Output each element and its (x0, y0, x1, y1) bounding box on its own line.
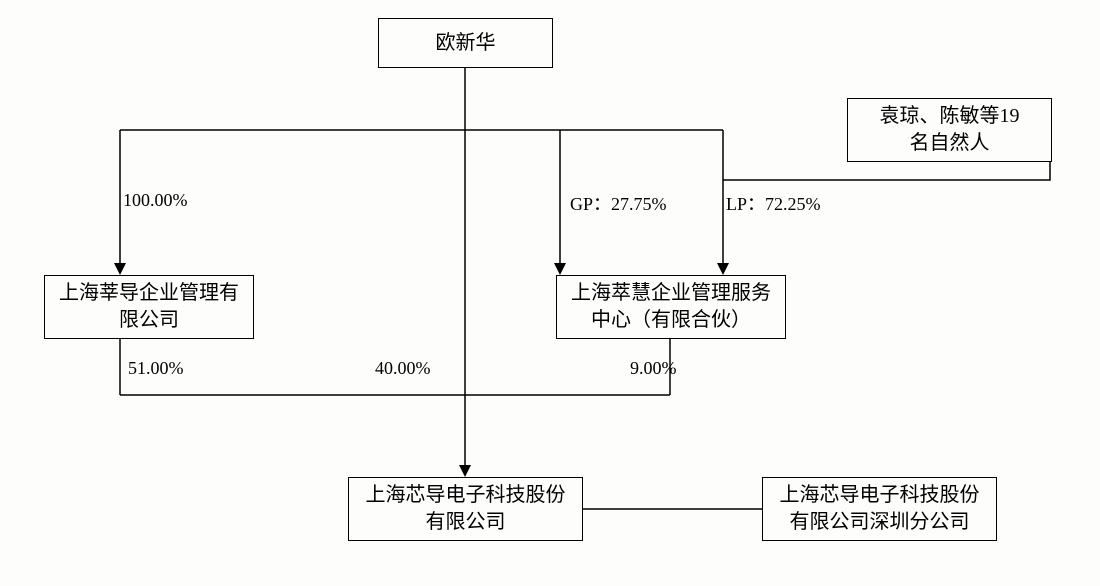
node-label: 欧新华 (436, 30, 496, 57)
node-shenzhen: 上海芯导电子科技股份 有限公司深圳分公司 (762, 477, 997, 541)
node-shendao: 上海莘导企业管理有 限公司 (44, 275, 254, 339)
node-xindao: 上海芯导电子科技股份 有限公司 (348, 477, 583, 541)
node-cuihui: 上海萃慧企业管理服务 中心（有限合伙） (556, 275, 786, 339)
edge-label-9: 9.00% (630, 358, 677, 379)
node-label: 上海莘导企业管理有 限公司 (59, 280, 239, 334)
org-structure-diagram: { "diagram": { "type": "flowchart", "bac… (0, 0, 1100, 586)
edge-label-gp: GP：27.75% (570, 190, 667, 216)
node-label: 上海萃慧企业管理服务 中心（有限合伙） (571, 280, 771, 334)
node-label: 上海芯导电子科技股份 有限公司 (366, 482, 566, 536)
edge-label-51: 51.00% (128, 358, 184, 379)
edge-label-100: 100.00% (123, 190, 188, 211)
node-label: 上海芯导电子科技股份 有限公司深圳分公司 (780, 482, 980, 536)
node-ouxinhua: 欧新华 (378, 18, 553, 68)
node-group19: 袁琼、陈敏等19 名自然人 (847, 98, 1052, 162)
edge-label-lp: LP：72.25% (726, 190, 821, 216)
edge-label-40: 40.00% (375, 358, 431, 379)
node-label: 袁琼、陈敏等19 名自然人 (880, 103, 1020, 157)
